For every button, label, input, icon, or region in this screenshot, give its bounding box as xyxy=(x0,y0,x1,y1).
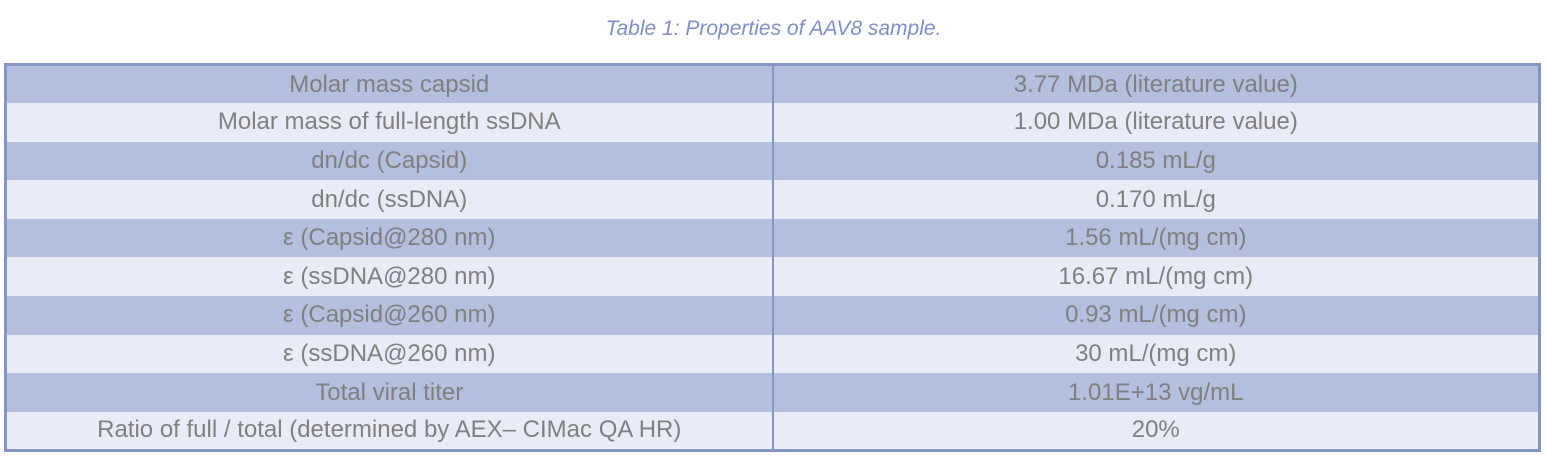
table-row: ε (Capsid@260 nm) 0.93 mL/(mg cm) xyxy=(5,296,1540,335)
table-row: Molar mass of full-length ssDNA 1.00 MDa… xyxy=(5,103,1540,142)
table-row: Molar mass capsid 3.77 MDa (literature v… xyxy=(5,64,1540,104)
table-row: Ratio of full / total (determined by AEX… xyxy=(5,411,1540,451)
table-row: ε (ssDNA@260 nm) 30 mL/(mg cm) xyxy=(5,334,1540,374)
value-cell: 1.56 mL/(mg cm) xyxy=(771,218,1540,258)
property-cell: Molar mass of full-length ssDNA xyxy=(217,108,561,136)
property-cell: dn/dc (Capsid) xyxy=(311,146,468,174)
property-cell: ε (ssDNA@280 nm) xyxy=(283,262,496,290)
value-cell: 30 mL/(mg cm) xyxy=(771,334,1540,374)
value-cell: 1.00 MDa (literature value) xyxy=(771,103,1540,142)
property-cell: Total viral titer xyxy=(315,378,464,406)
table-row: ε (Capsid@280 nm) 1.56 mL/(mg cm) xyxy=(5,218,1540,258)
value-cell: 0.185 mL/g xyxy=(771,141,1540,181)
value-cell: 0.170 mL/g xyxy=(771,180,1540,219)
property-cell: ε (Capsid@260 nm) xyxy=(283,301,496,329)
value-cell: 20% xyxy=(771,411,1540,451)
property-cell: dn/dc (ssDNA) xyxy=(311,185,468,213)
table-row: Total viral titer 1.01E+13 vg/mL xyxy=(5,373,1540,412)
table-row: dn/dc (Capsid) 0.185 mL/g xyxy=(5,141,1540,181)
property-cell: ε (ssDNA@260 nm) xyxy=(283,339,496,367)
table-row: ε (ssDNA@280 nm) 16.67 mL/(mg cm) xyxy=(5,257,1540,297)
table-row: dn/dc (ssDNA) 0.170 mL/g xyxy=(5,180,1540,219)
value-cell: 16.67 mL/(mg cm) xyxy=(771,257,1540,297)
document-page: Table 1: Properties of AAV8 sample. Mola… xyxy=(0,15,1547,469)
value-cell: 1.01E+13 vg/mL xyxy=(771,373,1540,412)
value-cell: 3.77 MDa (literature value) xyxy=(771,64,1540,104)
value-cell: 0.93 mL/(mg cm) xyxy=(771,296,1540,335)
property-cell: Molar mass capsid xyxy=(289,70,490,98)
property-cell: ε (Capsid@280 nm) xyxy=(283,224,496,252)
properties-table: Molar mass capsid 3.77 MDa (literature v… xyxy=(4,63,1541,452)
table-caption: Table 1: Properties of AAV8 sample. xyxy=(605,17,942,40)
properties-table-body: Molar mass capsid 3.77 MDa (literature v… xyxy=(5,64,1540,451)
property-cell: Ratio of full / total (determined by AEX… xyxy=(97,416,682,444)
